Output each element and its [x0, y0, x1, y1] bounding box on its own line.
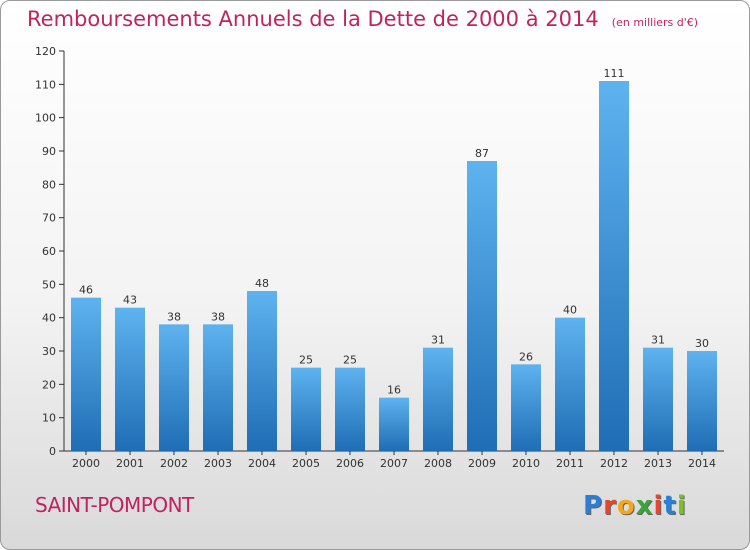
data-label: 38 [167, 310, 181, 323]
y-tick-label: 100 [35, 112, 56, 125]
x-tick-label: 2011 [556, 457, 584, 470]
x-tick-label: 2000 [72, 457, 100, 470]
data-label: 16 [387, 384, 401, 397]
bar [247, 291, 277, 451]
x-tick-label: 2002 [160, 457, 188, 470]
data-label: 25 [343, 354, 357, 367]
logo-letter: x [635, 491, 654, 521]
data-label: 31 [651, 334, 665, 347]
logo-letter: r [603, 491, 617, 521]
logo-letter: i [653, 491, 664, 521]
bar [71, 297, 101, 451]
x-tick-label: 2012 [600, 457, 628, 470]
bar [687, 351, 717, 451]
data-label: 25 [299, 354, 313, 367]
x-tick-label: 2008 [424, 457, 452, 470]
bar [599, 81, 629, 451]
logo-letter: o [616, 491, 636, 521]
data-label: 40 [563, 304, 577, 317]
chart-title: Remboursements Annuels de la Dette de 20… [27, 7, 599, 31]
bar [203, 324, 233, 451]
y-tick-label: 20 [42, 378, 56, 391]
y-tick-label: 10 [42, 412, 56, 425]
bar-chart: 0 10 20 30 40 50 60 70 80 90 100 110 120 46 2000 43 2001… [35, 45, 724, 470]
bar [291, 367, 321, 451]
y-tick-label: 40 [42, 312, 56, 325]
data-label: 38 [211, 310, 225, 323]
y-tick-label: 80 [42, 178, 56, 191]
y-tick-label: 70 [42, 212, 56, 225]
y-tick-label: 120 [35, 45, 56, 58]
bar [555, 317, 585, 451]
bar [467, 161, 497, 451]
bar [115, 307, 145, 451]
logo-letter: t [663, 491, 677, 521]
title-row: Remboursements Annuels de la Dette de 20… [27, 7, 698, 31]
x-tick-label: 2007 [380, 457, 408, 470]
data-label: 46 [79, 284, 93, 297]
bar [643, 347, 673, 451]
y-tick-label: 110 [35, 78, 56, 91]
x-tick-label: 2014 [688, 457, 716, 470]
data-label: 26 [519, 350, 533, 363]
data-label: 30 [695, 337, 709, 350]
y-tick-label: 50 [42, 278, 56, 291]
data-label: 31 [431, 334, 445, 347]
bar [335, 367, 365, 451]
bar [511, 364, 541, 451]
chart-subtitle: (en milliers d'€) [611, 16, 699, 29]
x-tick-label: 2009 [468, 457, 496, 470]
bar [423, 347, 453, 451]
x-tick-label: 2001 [116, 457, 144, 470]
x-tick-label: 2006 [336, 457, 364, 470]
x-tick-label: 2004 [248, 457, 276, 470]
y-tick-label: 60 [42, 245, 56, 258]
y-tick-label: 90 [42, 145, 56, 158]
data-label: 87 [475, 147, 489, 160]
data-label: 43 [123, 294, 137, 307]
bar [159, 324, 189, 451]
logo-letter: P [583, 491, 604, 521]
y-tick-label: 0 [49, 445, 56, 458]
proxiti-logo: Proxiti [583, 491, 687, 521]
y-tick-label: 30 [42, 345, 56, 358]
x-tick-label: 2005 [292, 457, 320, 470]
commune-name: SAINT-POMPONT [35, 493, 194, 517]
data-label: 48 [255, 277, 269, 290]
data-label: 111 [604, 67, 625, 80]
x-tick-label: 2013 [644, 457, 672, 470]
logo-letter: i [676, 491, 687, 521]
x-tick-label: 2003 [204, 457, 232, 470]
bar [379, 397, 409, 451]
x-tick-label: 2010 [512, 457, 540, 470]
